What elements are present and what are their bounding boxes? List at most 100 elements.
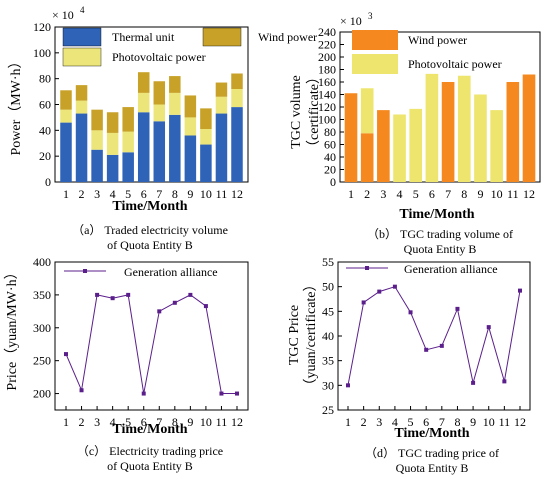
chart-b-caption-line2: Quota Entity B [404, 242, 477, 256]
chart-d-xlabel: Time/Month [394, 426, 469, 441]
chart-d-point [486, 325, 491, 330]
chart-d-plot-frame [337, 261, 531, 411]
chart-c-xlabel: Time/Month [112, 422, 187, 437]
chart-b-xtick-label: 11 [507, 187, 519, 201]
chart-a-bar-photovoltaic-power [75, 100, 88, 114]
chart-c: Price（yuan/MW·h） Time/Month （c） Electric… [4, 255, 249, 473]
chart-b-bar-photovoltaic-power [490, 110, 503, 182]
chart-b-xtick-label: 12 [523, 187, 535, 201]
chart-a-bar-wind-power [60, 90, 72, 110]
chart-a-bar-wind-power [215, 82, 228, 97]
chart-c-legend-label: Generation alliance [124, 265, 218, 279]
chart-b-ytick-label: 180 [318, 63, 336, 77]
chart-b-bar-wind-power [360, 133, 374, 182]
chart-a-xlabel: Time/Month [112, 199, 187, 214]
chart-a-bar-wind-power [200, 108, 212, 130]
chart-d-xtick-label: 7 [439, 415, 445, 429]
chart-b-legend-label: Photovoltaic power [408, 57, 502, 71]
chart-c-point [79, 388, 84, 393]
chart-b-bar-photovoltaic-power [393, 114, 406, 182]
chart-c-caption-line2: of Quota Entity B [107, 459, 193, 473]
chart-a-xtick-label: 11 [216, 187, 228, 201]
chart-b-ytick-label: 240 [318, 25, 336, 39]
chart-d-caption-line2: Quota Entity B [396, 461, 469, 475]
chart-a-bar-wind-power [91, 109, 103, 131]
chart-d-xtick-label: 12 [514, 415, 526, 429]
chart-b-bar-photovoltaic-power [360, 88, 374, 134]
chart-b-legend: Wind power Photovoltaic power [352, 30, 502, 74]
chart-c-point [235, 391, 239, 396]
chart-d-legend-label: Generation alliance [404, 262, 498, 276]
chart-b-ytick-label: 100 [318, 113, 336, 127]
chart-c-legend-marker [83, 269, 87, 273]
chart-a-bar-thermal-unit [200, 144, 212, 182]
chart-d-xtick-label: 9 [470, 415, 476, 429]
chart-a-ytick-label: 0 [45, 175, 51, 189]
chart-c-xtick-label: 2 [79, 415, 85, 429]
chart-a-legend-label: Wind power [258, 30, 317, 44]
chart-d-point [502, 379, 507, 384]
chart-b-xtick-label: 2 [364, 187, 370, 201]
chart-b-ytick-label: 220 [318, 38, 336, 52]
chart-d-point [471, 380, 476, 385]
chart-d-point [439, 343, 444, 348]
chart-b-ytick-label: 60 [324, 138, 336, 152]
chart-a-bar-photovoltaic-power [91, 130, 103, 150]
chart-a-bar-photovoltaic-power [153, 104, 166, 122]
chart-c-point [188, 292, 193, 297]
chart-a-xtick-label: 9 [187, 187, 193, 201]
chart-b-ylabel-line2: （certificate） [306, 70, 322, 154]
chart-d-point [455, 306, 460, 311]
chart-d-xtick-label: 5 [408, 415, 414, 429]
chart-a-bar-photovoltaic-power [122, 131, 134, 153]
chart-d-ytick-label: 45 [322, 304, 334, 318]
chart-c-xtick-label: 3 [94, 415, 100, 429]
chart-b-multiplier-exp: 3 [368, 11, 373, 21]
chart-d-ylabel-line1: TGC Price [287, 305, 302, 365]
chart-b-legend-label: Wind power [408, 33, 467, 47]
chart-b-bar-wind-power [344, 93, 358, 182]
chart-d-xtick-label: 8 [454, 415, 460, 429]
chart-d-legend-marker [365, 266, 369, 270]
chart-b-bar-photovoltaic-power [425, 73, 439, 182]
chart-d-ytick-label: 30 [322, 378, 334, 392]
chart-a-bar-thermal-unit [60, 122, 72, 182]
chart-b-bar-wind-power [377, 110, 390, 182]
chart-a-bar-thermal-unit [231, 107, 243, 182]
chart-c-xtick-label: 11 [216, 415, 228, 429]
chart-b-legend-swatch [352, 30, 398, 50]
chart-a-legend-label: Photovoltaic power [112, 50, 206, 64]
chart-a-ytick-label: 60 [39, 98, 51, 112]
chart-d-point [361, 300, 366, 305]
chart-b-ylabel-line1: TGC volume [289, 75, 304, 149]
chart-a-bar-thermal-unit [137, 112, 150, 182]
chart-a-bar-thermal-unit [91, 149, 103, 182]
chart-d-point [408, 310, 413, 315]
chart-a-xtick-label: 3 [94, 187, 100, 201]
chart-d-ytick-label: 50 [322, 280, 334, 294]
chart-c-point [126, 292, 131, 297]
chart-a-bar-thermal-unit [75, 113, 88, 182]
chart-c-xtick-label: 4 [110, 415, 116, 429]
chart-c-xtick-label: 7 [156, 415, 162, 429]
chart-d-xtick-label: 11 [499, 415, 511, 429]
chart-c-xtick-label: 10 [200, 415, 212, 429]
chart-a-bar-thermal-unit [169, 114, 181, 182]
chart-c-line-series [65, 294, 237, 395]
chart-a-bar-wind-power [231, 73, 243, 89]
chart-b-bar-wind-power [441, 82, 455, 182]
chart-c-point [110, 296, 115, 301]
chart-c-ytick-label: 300 [33, 321, 51, 335]
chart-a-bar-wind-power [137, 72, 150, 93]
chart-a-xtick-label: 4 [110, 187, 116, 201]
chart-b-bar-photovoltaic-power [457, 75, 471, 182]
chart-a-legend-swatch [62, 47, 102, 67]
chart-c-point [172, 300, 177, 305]
chart-a-xtick-label: 1 [63, 187, 69, 201]
chart-b-ytick-label: 0 [330, 175, 336, 189]
chart-a-bar-wind-power [75, 85, 88, 101]
chart-c-xtick-label: 5 [125, 415, 131, 429]
chart-b-legend-swatch [352, 54, 398, 74]
chart-c-ytick-label: 200 [33, 387, 51, 401]
